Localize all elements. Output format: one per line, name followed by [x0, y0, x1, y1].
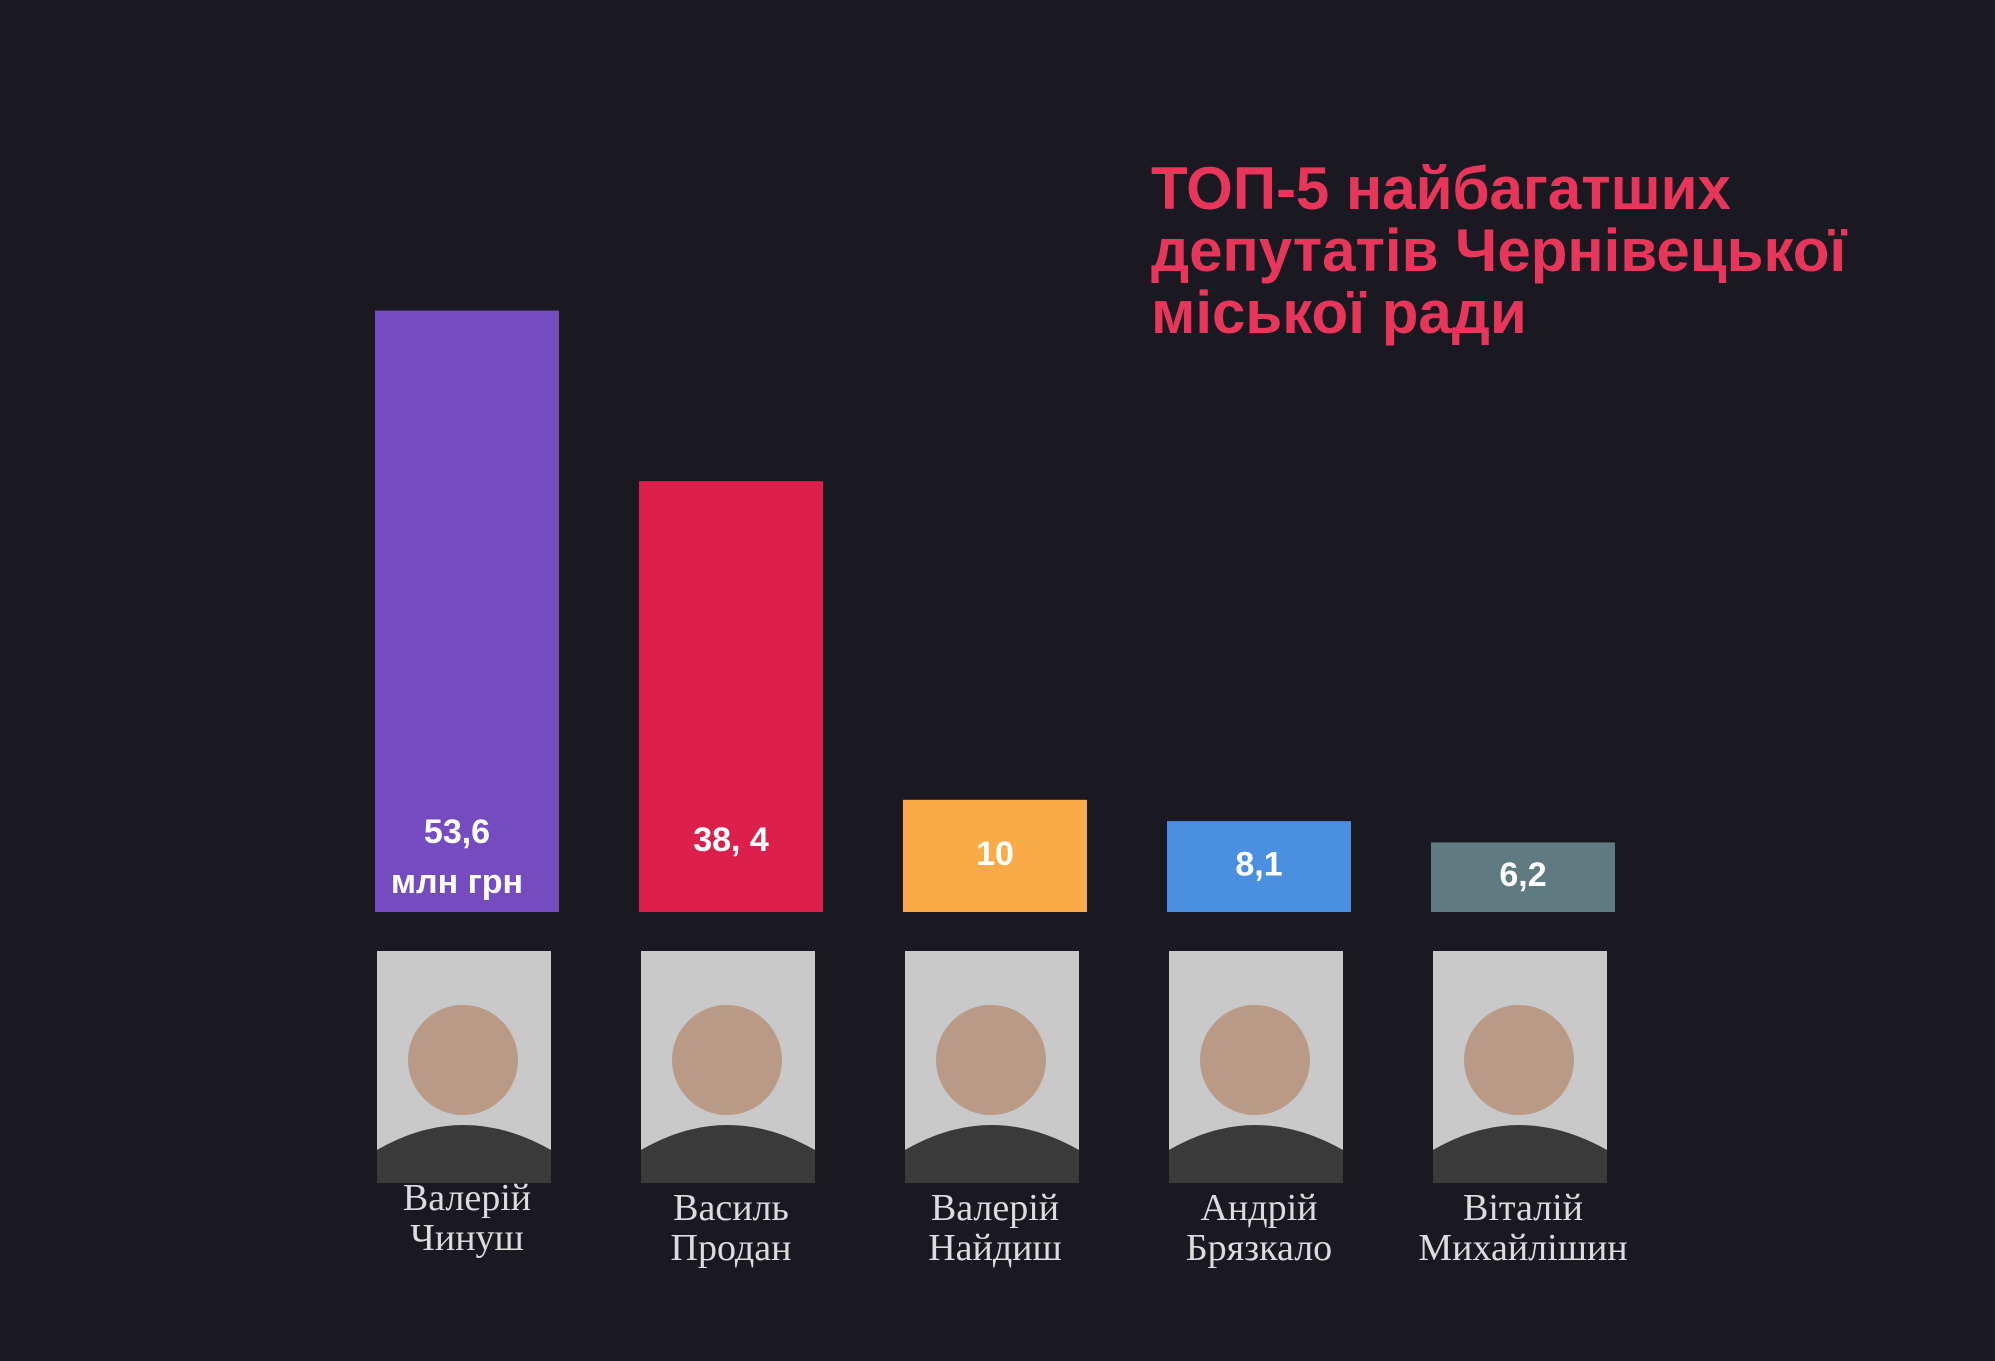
- value-label: 6,2: [1499, 856, 1546, 894]
- value-label: 8,1: [1235, 846, 1282, 884]
- bar: [1431, 842, 1615, 912]
- photo-head: [1200, 1005, 1310, 1115]
- chart-title: ТОП-5 найбагатших депутатів Чернівецької…: [1151, 155, 1847, 346]
- bar: [1167, 821, 1351, 912]
- photo-body: [1169, 1125, 1343, 1183]
- candidate-name: Віталій Михайлішин: [1418, 1187, 1628, 1269]
- photo-head: [1464, 1005, 1574, 1115]
- photo-body: [641, 1125, 815, 1183]
- value-label: 38, 4: [693, 821, 769, 859]
- photo-head: [408, 1005, 518, 1115]
- bar: [375, 310, 559, 912]
- value-label: 10: [976, 835, 1014, 873]
- candidate-name: Андрій Брязкало: [1185, 1187, 1333, 1269]
- photo-head: [672, 1005, 782, 1115]
- bar: [903, 799, 1087, 912]
- photo-head: [936, 1005, 1046, 1115]
- candidate-name: Валерій Чинуш: [402, 1177, 532, 1259]
- bar: [639, 481, 823, 912]
- photo-body: [905, 1125, 1079, 1183]
- value-label: 53,6: [424, 813, 490, 851]
- candidate-name: Валерій Найдиш: [928, 1187, 1062, 1269]
- unit-label: млн грн: [391, 863, 523, 901]
- photo-body: [1433, 1125, 1607, 1183]
- candidate-name: Василь Продан: [670, 1187, 792, 1269]
- photo-body: [377, 1125, 551, 1183]
